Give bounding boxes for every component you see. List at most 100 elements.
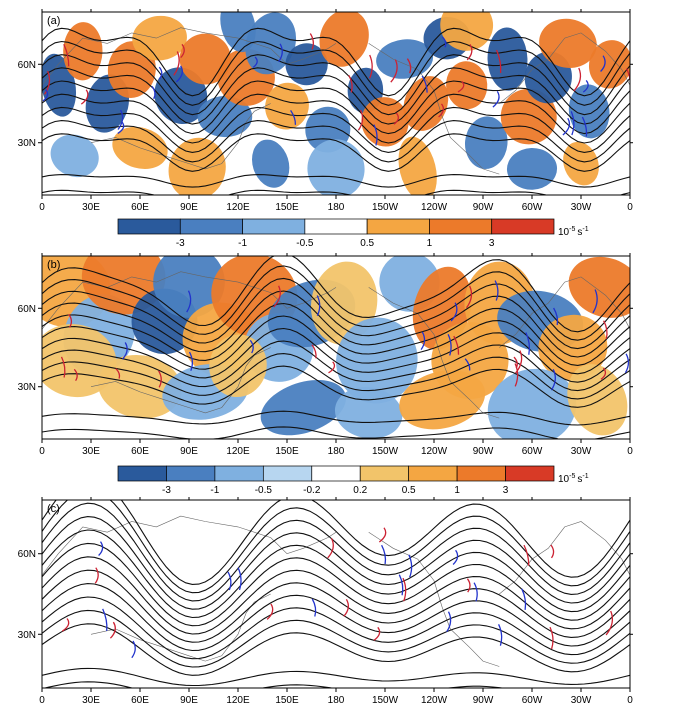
colorbar-swatch	[304, 218, 368, 235]
cold-front-segment	[494, 280, 499, 301]
x-tick-label: 120E	[226, 446, 250, 457]
colorbar-swatch	[408, 465, 458, 482]
x-tick-label: 150E	[275, 202, 299, 213]
x-tick-label: 180	[328, 695, 345, 706]
x-tick-label: 180	[328, 446, 345, 457]
x-tick-label: 60W	[522, 202, 543, 213]
x-tick-label: 60E	[131, 202, 149, 213]
x-tick-label: 180	[328, 202, 345, 213]
contour-line	[42, 583, 630, 652]
warm-front-segment	[523, 544, 530, 566]
warm-front-segment	[94, 567, 99, 584]
x-tick-label: 60W	[522, 446, 543, 457]
coastline	[42, 515, 337, 576]
warm-front-segment	[348, 74, 353, 93]
x-tick-label: 150E	[275, 446, 299, 457]
warm-front-segment	[406, 58, 412, 74]
anomaly-cell	[319, 12, 369, 67]
colorbar-label: -3	[176, 238, 185, 249]
anomaly-cell	[334, 387, 403, 439]
cold-front-segment	[553, 307, 559, 326]
contour-line	[42, 542, 630, 627]
contour-line	[42, 174, 630, 188]
contour-line	[42, 500, 630, 585]
colorbar-label: 0.5	[402, 485, 416, 496]
coastline	[368, 43, 500, 175]
coastline	[499, 276, 630, 348]
colorbar-label: -1	[210, 485, 219, 496]
colorbar-swatch	[214, 465, 264, 482]
colorbar-swatch	[242, 218, 306, 235]
cold-front-segment	[42, 89, 49, 102]
anomaly-cell	[399, 370, 486, 430]
cold-front-segment	[158, 66, 163, 80]
cold-front-segment	[188, 351, 194, 371]
colorbar-label: 0.2	[353, 485, 367, 496]
cold-front-segment	[252, 56, 258, 68]
contour-line	[42, 302, 630, 366]
cold-front-segment	[446, 611, 452, 633]
anomaly-cell	[464, 116, 508, 169]
warm-front-segment	[378, 527, 387, 543]
warm-front-segment	[73, 368, 78, 382]
warm-front-segment	[465, 285, 473, 309]
y-tick-label: 60N	[18, 304, 36, 315]
contour-line	[42, 529, 630, 619]
y-tick-label: 30N	[18, 630, 36, 641]
warm-front-segment	[61, 618, 70, 632]
x-tick-label: 120W	[421, 446, 448, 457]
warm-front-segment	[115, 368, 121, 379]
warm-front-segment	[158, 370, 162, 388]
colorbar-swatch	[491, 218, 555, 235]
anomaly-cell	[260, 380, 346, 436]
cold-front-segment	[373, 124, 378, 146]
colorbar-swatch	[456, 465, 506, 482]
panel-label: (c)	[47, 503, 60, 515]
warm-front-segment	[550, 544, 555, 559]
colorbar-label: 3	[489, 238, 495, 249]
anomaly-cell	[63, 22, 103, 81]
x-tick-label: 120E	[226, 202, 250, 213]
anomaly-cell	[307, 139, 365, 195]
cold-front-segment	[421, 75, 428, 93]
x-tick-label: 120E	[226, 695, 250, 706]
x-tick-label: 30W	[571, 446, 592, 457]
warm-front-segment	[466, 578, 471, 593]
cold-front-segment	[582, 79, 589, 93]
colorbar-label: -0.5	[296, 238, 314, 249]
cold-front-segment	[175, 65, 184, 83]
panel-label: (a)	[47, 15, 60, 27]
cold-front-segment	[624, 353, 630, 374]
cold-front-segment	[290, 110, 297, 125]
warm-front-segment	[80, 89, 89, 105]
warm-front-segment	[273, 285, 281, 308]
colorbar-unit: 10-5 s-1	[558, 473, 589, 485]
coastline	[499, 521, 630, 595]
x-tick-label: 60E	[131, 695, 149, 706]
x-tick-label: 0	[39, 202, 45, 213]
cold-front-segment	[550, 369, 556, 391]
warm-front-segment	[549, 626, 554, 650]
coastline	[368, 287, 500, 419]
coastline	[90, 593, 271, 662]
x-tick-label: 90E	[180, 446, 198, 457]
cold-front-segment	[562, 117, 571, 136]
cold-front-segment	[227, 571, 232, 591]
warm-front-segment	[393, 112, 399, 125]
x-tick-label: 90W	[473, 202, 494, 213]
x-tick-label: 30E	[82, 695, 100, 706]
x-tick-label: 90W	[473, 695, 494, 706]
warm-front-segment	[402, 577, 407, 602]
warm-front-segment	[514, 363, 519, 387]
anomaly-cell	[487, 368, 577, 439]
x-tick-label: 60E	[131, 446, 149, 457]
contour-line	[42, 410, 630, 426]
colorbar-label: -0.2	[303, 485, 321, 496]
cold-front-segment	[452, 549, 459, 565]
cold-front-segment	[592, 289, 598, 314]
colorbar-swatch	[429, 218, 493, 235]
warm-front-segment	[495, 49, 502, 73]
y-tick-label: 60N	[18, 60, 36, 71]
x-tick-label: 150E	[275, 695, 299, 706]
x-tick-label: 60W	[522, 695, 543, 706]
